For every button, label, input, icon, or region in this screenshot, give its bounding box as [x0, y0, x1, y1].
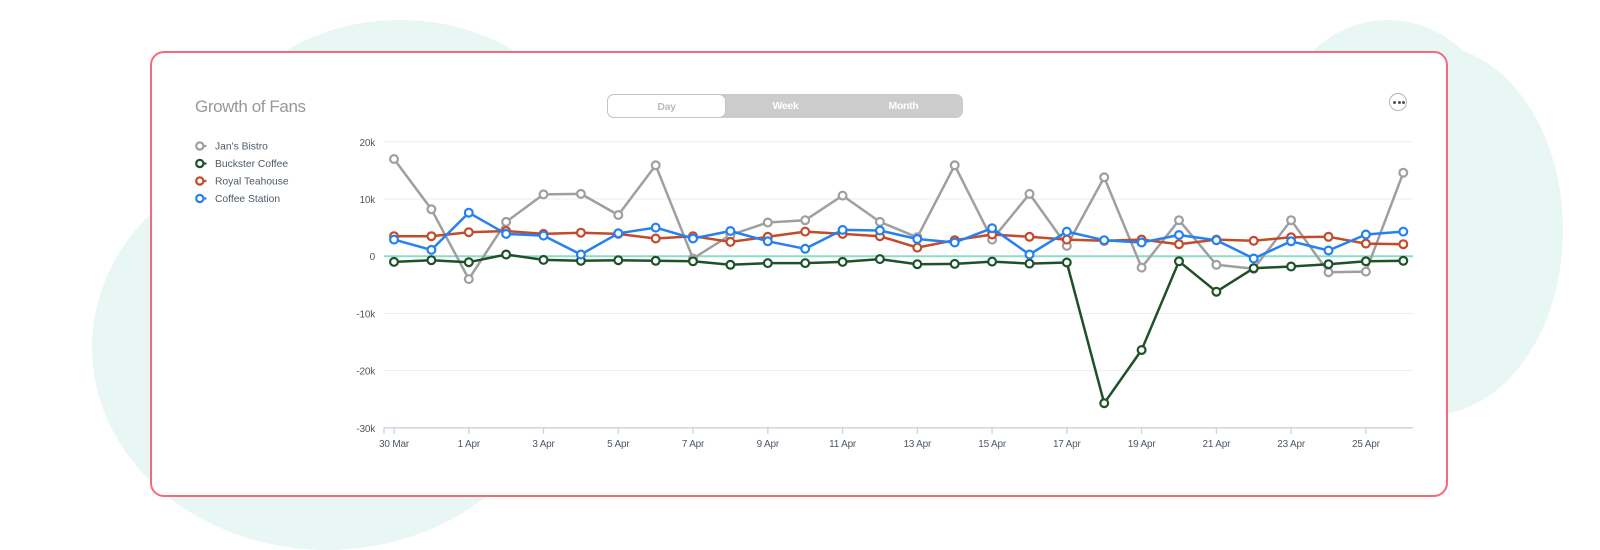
svg-text:21 Apr: 21 Apr: [1203, 439, 1232, 450]
svg-text:Royal Teahouse: Royal Teahouse: [215, 177, 289, 188]
svg-text:17 Apr: 17 Apr: [1053, 439, 1082, 450]
svg-text:11 Apr: 11 Apr: [829, 439, 857, 450]
svg-text:-20k: -20k: [356, 367, 376, 378]
svg-text:1 Apr: 1 Apr: [458, 439, 481, 450]
svg-text:0: 0: [370, 252, 376, 263]
svg-text:10k: 10k: [359, 195, 376, 206]
svg-text:20k: 20k: [359, 138, 376, 149]
svg-text:13 Apr: 13 Apr: [903, 439, 932, 450]
svg-text:Buckster Coffee: Buckster Coffee: [215, 159, 288, 170]
svg-text:Jan's Bistro: Jan's Bistro: [215, 142, 268, 153]
svg-text:7 Apr: 7 Apr: [682, 439, 705, 450]
svg-text:19 Apr: 19 Apr: [1128, 439, 1157, 450]
svg-text:15 Apr: 15 Apr: [978, 439, 1007, 450]
svg-text:30 Mar: 30 Mar: [379, 439, 410, 450]
svg-text:Coffee Station: Coffee Station: [215, 194, 280, 205]
svg-text:-30k: -30k: [356, 424, 376, 435]
svg-text:23 Apr: 23 Apr: [1277, 439, 1306, 450]
svg-text:25 Apr: 25 Apr: [1352, 439, 1381, 450]
svg-text:-10k: -10k: [356, 309, 376, 320]
svg-text:5 Apr: 5 Apr: [607, 439, 630, 450]
svg-text:9 Apr: 9 Apr: [757, 439, 780, 450]
svg-text:3 Apr: 3 Apr: [532, 439, 555, 450]
